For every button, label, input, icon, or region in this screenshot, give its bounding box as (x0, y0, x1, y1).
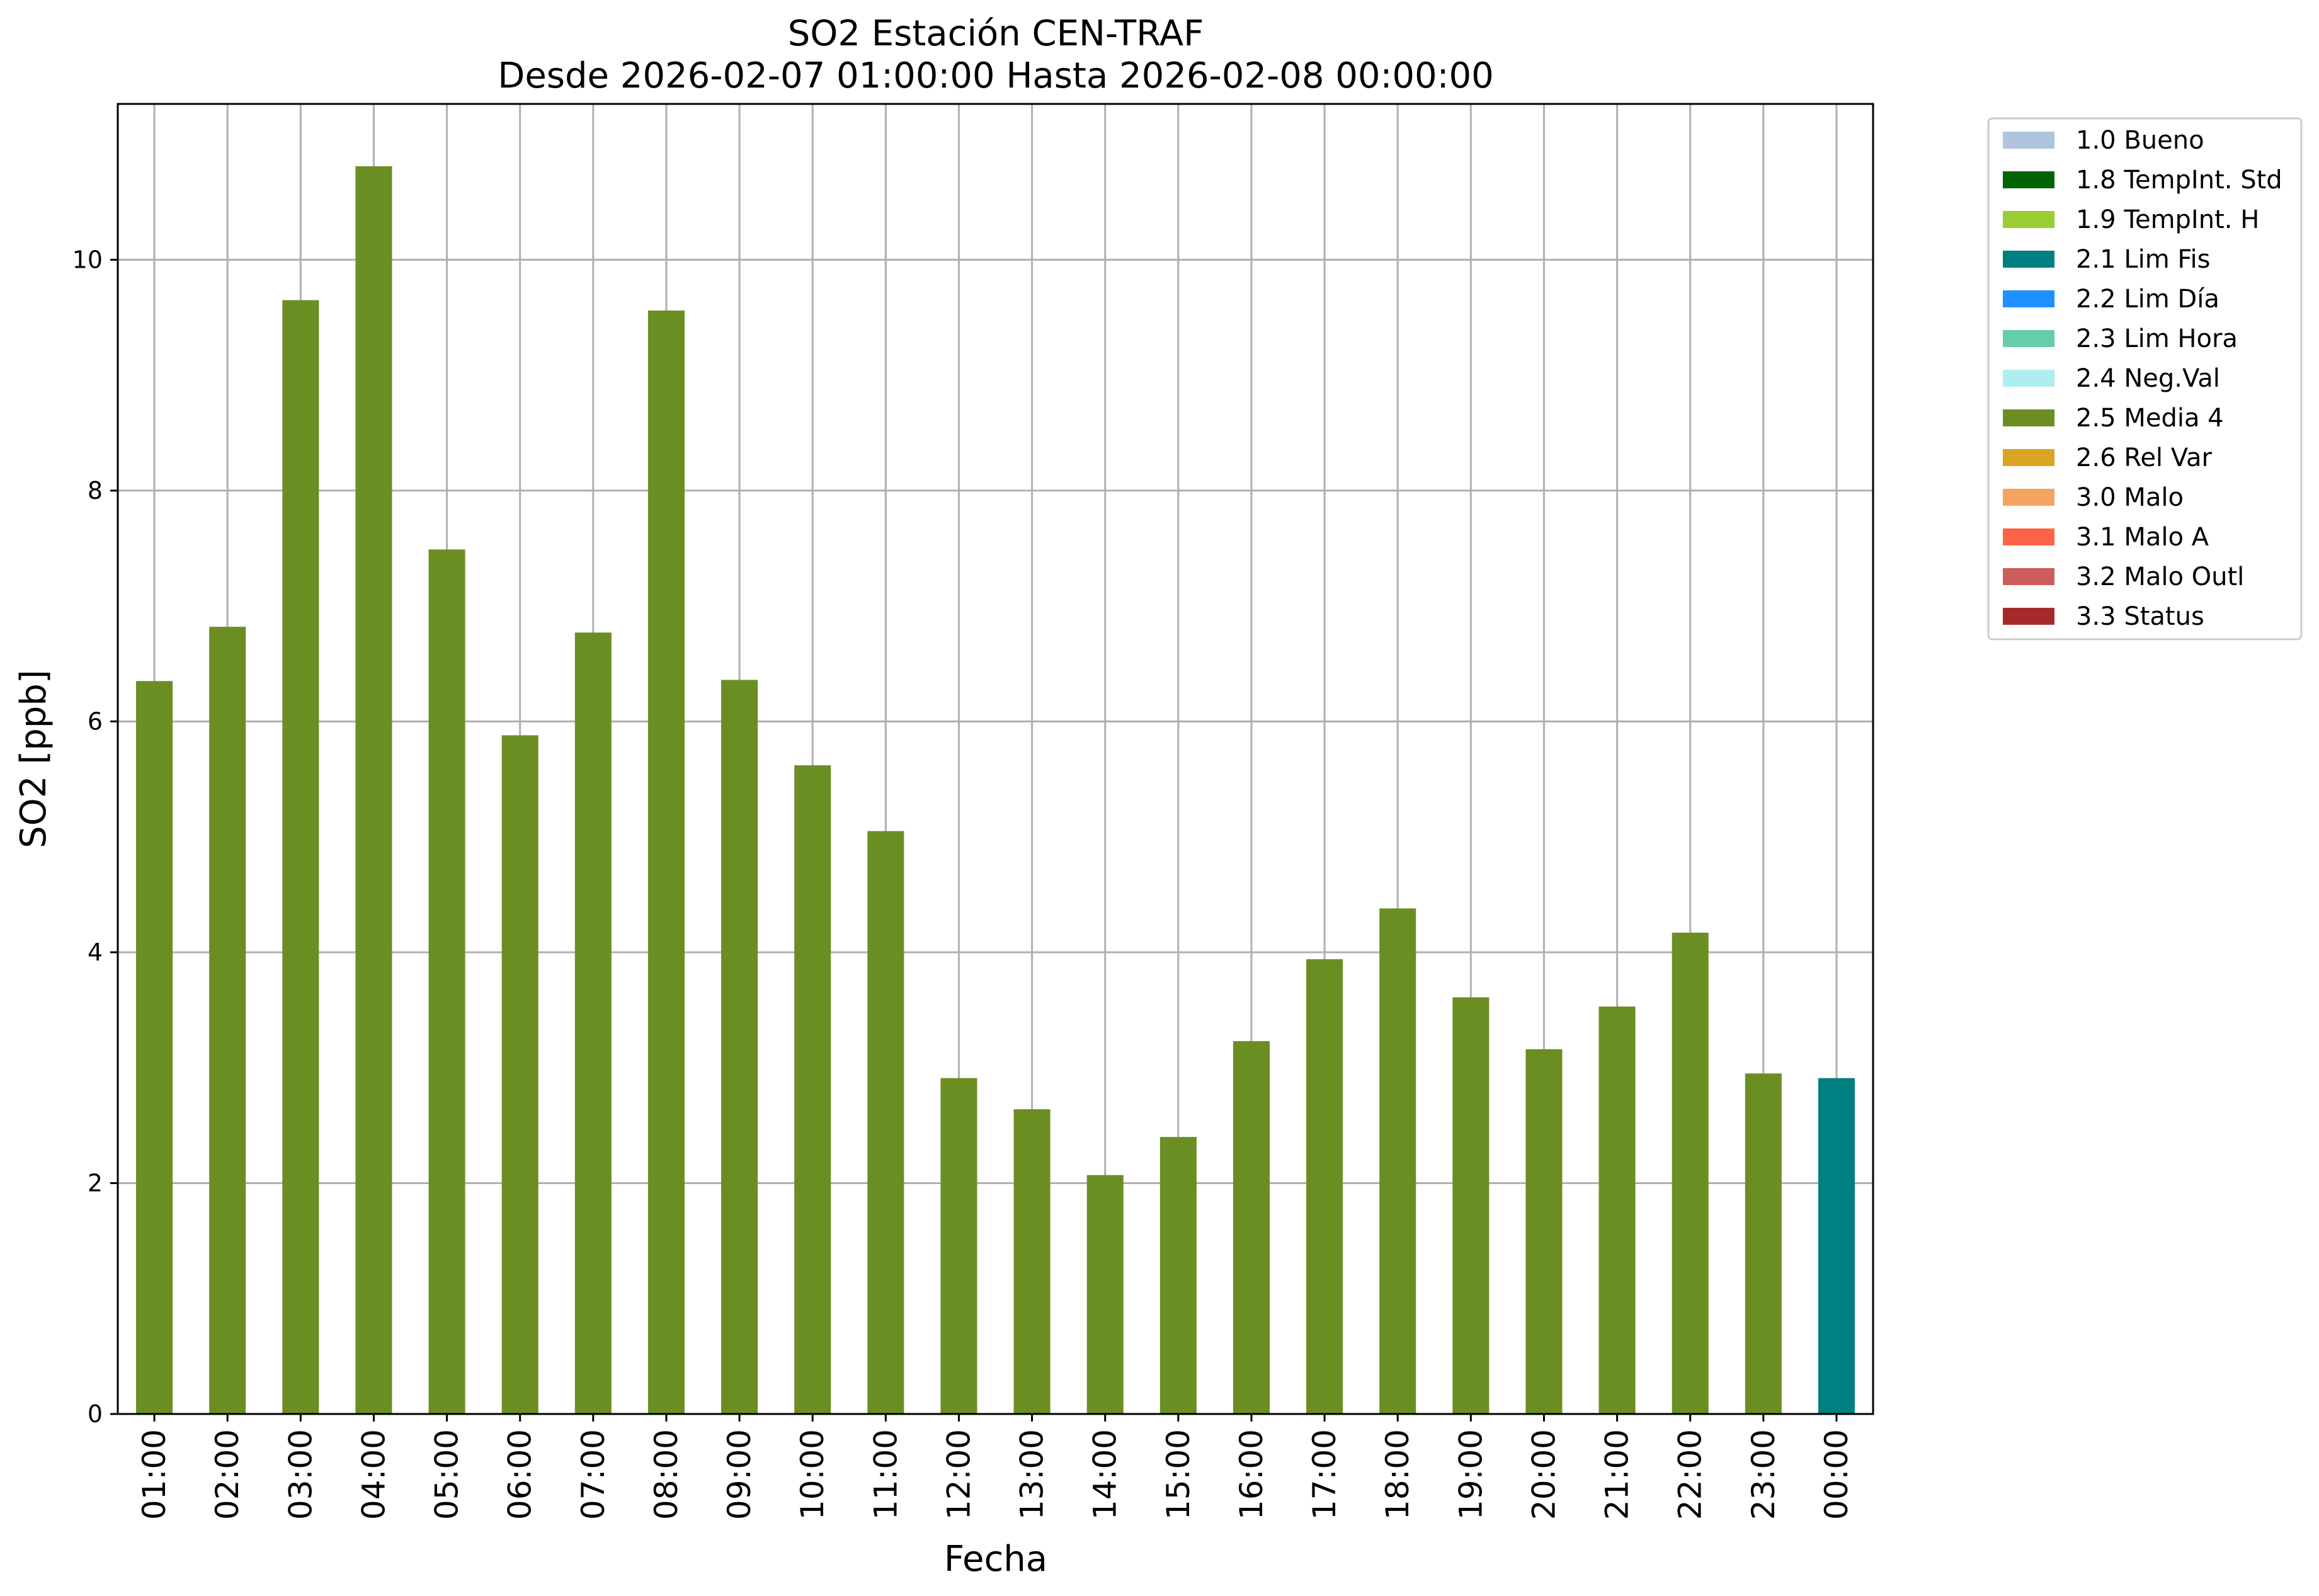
x-tick-label: 15:00 (1160, 1429, 1197, 1520)
legend-label: 2.5 Media 4 (2076, 404, 2224, 433)
x-tick-label: 06:00 (502, 1429, 538, 1520)
x-tick-label: 09:00 (721, 1429, 758, 1520)
chart-title: SO2 Estación CEN-TRAF (788, 13, 1204, 54)
x-tick-label: 02:00 (209, 1429, 246, 1520)
legend-swatch (2003, 409, 2054, 426)
bars (136, 166, 1855, 1415)
bar (574, 632, 612, 1415)
legend-label: 1.8 TempInt. Std (2076, 166, 2282, 195)
x-tick-label: 01:00 (136, 1429, 173, 1520)
legend-swatch (2003, 290, 2054, 307)
bar (1452, 997, 1490, 1414)
legend-label: 2.6 Rel Var (2076, 443, 2213, 472)
y-tick-label: 4 (88, 938, 103, 966)
bar (794, 765, 831, 1414)
legend-label: 1.9 TempInt. H (2076, 205, 2259, 234)
legend-label: 3.3 Status (2076, 602, 2204, 631)
bar (1306, 959, 1343, 1414)
y-tick-label: 0 (88, 1400, 103, 1428)
legend-label: 3.0 Malo (2076, 483, 2184, 512)
legend-label: 3.2 Malo Outl (2076, 562, 2244, 591)
legend-label: 3.1 Malo A (2076, 523, 2209, 552)
y-tick-label: 2 (88, 1169, 103, 1197)
x-tick-label: 13:00 (1014, 1429, 1051, 1520)
y-tick-label: 6 (88, 707, 103, 735)
legend-swatch (2003, 449, 2054, 466)
y-tick-label: 10 (72, 246, 103, 273)
legend-label: 2.1 Lim Fis (2076, 245, 2210, 274)
legend-label: 2.4 Neg.Val (2076, 364, 2220, 393)
bar (1160, 1137, 1197, 1414)
bar (1598, 1006, 1636, 1414)
x-tick-label: 08:00 (648, 1429, 685, 1520)
plot-frame (117, 103, 1874, 1415)
bar (1233, 1041, 1270, 1414)
legend-swatch (2003, 370, 2054, 387)
legend-swatch (2003, 330, 2054, 347)
bar (1379, 908, 1416, 1414)
bar (721, 680, 758, 1414)
legend-swatch (2003, 608, 2054, 625)
x-tick-label: 21:00 (1599, 1429, 1636, 1520)
x-tick-label: 11:00 (867, 1429, 904, 1520)
legend-label: 2.2 Lim Día (2076, 285, 2219, 314)
legend-swatch (2003, 528, 2054, 545)
bar (940, 1078, 977, 1414)
bar (136, 681, 173, 1414)
bar (1745, 1073, 1782, 1414)
legend-frame (1987, 117, 2303, 641)
bar (355, 166, 392, 1415)
bar (282, 300, 319, 1414)
y-axis: 0 2 4 6 8 10 (72, 246, 118, 1428)
bar (1086, 1175, 1124, 1414)
legend-swatch (2003, 171, 2054, 188)
legend-swatch (2003, 489, 2054, 506)
x-tick-label: 14:00 (1087, 1429, 1124, 1520)
legend-swatch (2003, 211, 2054, 228)
bar (209, 627, 246, 1414)
x-tick-label: 07:00 (575, 1429, 612, 1520)
x-tick-label: 23:00 (1745, 1429, 1782, 1520)
x-tick-label: 10:00 (794, 1429, 831, 1520)
legend-swatch (2003, 132, 2054, 149)
y-tick-label: 8 (88, 477, 103, 504)
chart-subtitle: Desde 2026-02-07 01:00:00 Hasta 2026-02-… (498, 55, 1494, 96)
bar (1672, 932, 1709, 1414)
x-tick-label: 03:00 (282, 1429, 319, 1520)
legend-swatch (2003, 251, 2054, 268)
legend-label: 2.3 Lim Hora (2076, 324, 2238, 353)
bar (1525, 1049, 1563, 1414)
x-tick-label: 04:00 (355, 1429, 392, 1520)
x-tick-label: 16:00 (1233, 1429, 1270, 1520)
legend-label: 1.0 Bueno (2076, 126, 2204, 155)
x-tick-label: 17:00 (1306, 1429, 1343, 1520)
legend-swatch (2003, 568, 2054, 585)
x-tick-label: 00:00 (1818, 1429, 1855, 1520)
x-tick-label: 12:00 (940, 1429, 977, 1520)
bar (1013, 1109, 1051, 1414)
y-axis-label: SO2 [ppb] (13, 670, 54, 848)
x-tick-label: 20:00 (1525, 1429, 1562, 1520)
x-tick-label: 05:00 (429, 1429, 465, 1520)
x-axis: 01:00 02:00 03:00 04:00 05:00 06:00 07:00 08:00… (136, 1414, 1855, 1520)
bar (501, 735, 538, 1414)
bar (867, 831, 904, 1414)
bar (1818, 1078, 1855, 1414)
legend: 1.0 Bueno 1.8 TempInt. Std 1.9 TempInt. H 2… (1987, 117, 2303, 641)
bar (647, 311, 685, 1414)
bar (428, 549, 465, 1414)
x-tick-label: 19:00 (1452, 1429, 1489, 1520)
x-axis-label: Fecha (944, 1539, 1047, 1580)
x-tick-label: 18:00 (1379, 1429, 1416, 1520)
x-tick-label: 22:00 (1672, 1429, 1709, 1520)
